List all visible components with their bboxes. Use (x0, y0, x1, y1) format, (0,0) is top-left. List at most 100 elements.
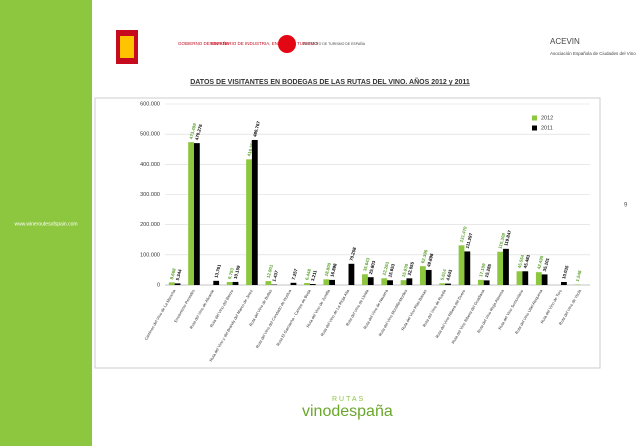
value-label: 13.761 (213, 263, 222, 278)
legend-swatch (532, 125, 537, 131)
value-label: 15.930 (401, 263, 410, 278)
value-label: 15.653 (387, 263, 396, 278)
logo-text: ACEVIN (550, 37, 580, 46)
value-label: 480.767 (252, 120, 261, 137)
value-label: 416.565 (246, 139, 255, 156)
value-label: 16.898 (329, 262, 338, 277)
value-label: 5.614 (439, 268, 447, 281)
bar (188, 142, 194, 285)
value-label: 119.847 (503, 229, 512, 246)
logo-text: INSTITUTO DE TURISMO DE ESPAÑA (303, 41, 366, 46)
y-tick-label: 200.000 (140, 222, 160, 228)
value-label: 9.793 (227, 267, 235, 280)
bar (246, 159, 252, 285)
bar (348, 263, 355, 285)
value-label: 15.285 (484, 263, 493, 278)
value-label: 45.554 (517, 254, 526, 269)
side-band (0, 0, 92, 446)
value-label: 70.258 (349, 246, 358, 261)
chart-frame (94, 97, 601, 369)
logo-icon (278, 35, 296, 53)
bar (522, 271, 529, 285)
side-url: www.wineroutesofspain.com (14, 221, 77, 227)
bar (362, 274, 368, 285)
legend-label: 2012 (541, 115, 553, 121)
value-label: 473.499 (188, 122, 197, 139)
bar (174, 283, 181, 285)
value-label: 17.109 (478, 262, 487, 277)
value-label: 5.344 (175, 268, 183, 281)
bar (420, 266, 426, 285)
value-label: 49.898 (426, 252, 435, 267)
value-label: 35.643 (362, 257, 371, 272)
bar (425, 269, 432, 285)
bar (265, 281, 272, 285)
bar (232, 281, 239, 285)
value-label: 22.055 (407, 261, 416, 276)
bar (535, 272, 542, 285)
bar (516, 271, 523, 285)
logo-text: MINISTERIO DE INDUSTRIA, ENERGÍA Y TURIS… (210, 40, 318, 46)
bar (251, 139, 258, 285)
value-label: 10.159 (233, 264, 242, 279)
value-label: 10.035 (561, 264, 570, 279)
bar (458, 245, 465, 285)
bar (387, 280, 393, 285)
y-tick-label: 600.000 (140, 101, 160, 107)
value-label: 6.448 (304, 268, 312, 281)
bar (464, 251, 471, 285)
legend-swatch (532, 115, 537, 121)
value-label: 7.257 (291, 268, 299, 281)
legend-label: 2011 (541, 125, 553, 131)
page-number: 9 (624, 203, 628, 209)
bar (561, 281, 567, 285)
y-tick-label: 100.000 (140, 252, 160, 258)
value-label: 22.263 (382, 261, 391, 276)
value-label: 35.101 (542, 257, 551, 272)
bar (367, 277, 374, 285)
y-tick-label: 300.000 (140, 192, 160, 198)
bar (381, 278, 388, 285)
chart-title: DATOS DE VISITANTES EN BODEGAS DE LAS RU… (190, 77, 470, 86)
y-tick-label: 400.000 (140, 162, 160, 168)
value-label: 12.901 (266, 264, 275, 279)
bar (406, 278, 413, 285)
value-label: 3.211 (310, 269, 318, 281)
bar (226, 282, 233, 285)
y-tick-label: 0 (157, 282, 160, 288)
flag (120, 36, 134, 58)
bar (329, 279, 335, 285)
value-label: 131.470 (459, 225, 468, 242)
bar (445, 283, 451, 285)
logo-text: vinodespaña (302, 403, 393, 420)
bar (323, 279, 330, 285)
y-tick-label: 500.000 (140, 132, 160, 138)
value-label: 4.643 (445, 269, 453, 282)
bar (483, 280, 490, 285)
bar (541, 274, 548, 285)
bar (309, 284, 316, 285)
bar (477, 279, 484, 285)
value-label: 1.548 (575, 269, 583, 282)
value-label: 45.483 (523, 254, 532, 269)
logo-text: Asociación Española de Ciudades del Vino (550, 51, 636, 56)
value-label: 470.276 (194, 123, 203, 140)
bar (213, 280, 220, 285)
value-label: 111.297 (465, 232, 474, 249)
value-label: 1.437 (271, 269, 279, 282)
bar (193, 143, 200, 285)
bar (400, 280, 407, 285)
logo-text: GOBIERNO DE ESPAÑA (178, 40, 229, 46)
value-label: 8.668 (169, 267, 177, 280)
value-label: 25.803 (368, 260, 377, 275)
value-label: 110.309 (497, 232, 506, 249)
value-label: 18.800 (324, 262, 333, 277)
bar (304, 283, 310, 285)
bar (439, 283, 446, 285)
value-label: 62.396 (420, 249, 429, 264)
bar (290, 282, 297, 285)
value-label: 42.490 (536, 255, 545, 270)
bar (497, 251, 504, 285)
